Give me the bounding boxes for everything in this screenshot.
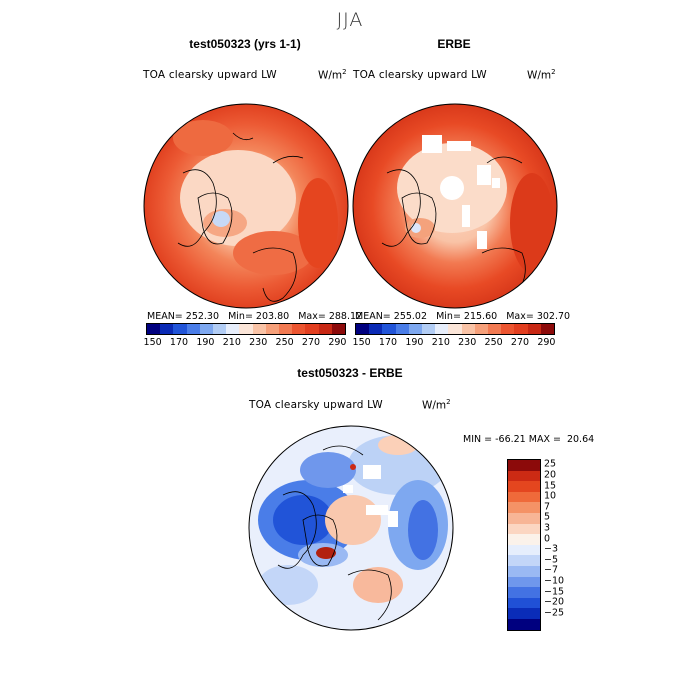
colorbar-swatch	[508, 470, 540, 482]
colorbar-tick-label: 5	[544, 511, 551, 523]
panel-3-colorbar-labels: 25 20 15 10 7 5 3 0 −3 −5 −7 −10 −15 −20 −25	[544, 459, 584, 629]
colorbar-tick-label: 210	[222, 337, 241, 348]
colorbar-tick-label: 3	[544, 522, 551, 534]
colorbar-tick-label: 290	[537, 337, 556, 348]
colorbar-swatch	[279, 324, 293, 334]
colorbar-tick-label: −15	[544, 586, 565, 597]
colorbar-tick-label: 270	[510, 337, 530, 348]
panel-1-variable: TOA clearsky upward LW	[143, 69, 277, 81]
panel-3-title: test050323 - ERBE	[297, 366, 403, 380]
colorbar-tick-label: 170	[378, 337, 398, 348]
colorbar-swatch	[331, 324, 346, 334]
colorbar-swatch	[508, 460, 540, 471]
panel-1-stats: MEAN= 252.30 Min= 203.80 Max= 288.12	[147, 311, 363, 322]
colorbar-swatch	[508, 618, 540, 630]
panel-2-units: W/m2	[527, 68, 556, 82]
panel-3-colorbar	[507, 459, 541, 631]
panel-3-variable: TOA clearsky upward LW	[249, 399, 383, 411]
colorbar-swatch	[160, 324, 174, 334]
colorbar-tick-label: 210	[431, 337, 450, 348]
panel-2-variable: TOA clearsky upward LW	[353, 69, 487, 81]
colorbar-swatch	[508, 502, 540, 513]
colorbar-tick-label: 0	[544, 533, 551, 544]
colorbar-swatch	[186, 324, 200, 334]
colorbar-tick-label: 150	[143, 337, 162, 348]
colorbar-swatch	[147, 324, 161, 334]
panel-2-stats: MEAN= 255.02 Min= 215.60 Max= 302.70	[355, 311, 571, 322]
colorbar-swatch	[474, 324, 489, 334]
colorbar-swatch	[422, 324, 436, 334]
panel-1-polar-map	[143, 103, 349, 309]
colorbar-swatch	[435, 324, 449, 334]
panel-1-units: W/m2	[318, 68, 347, 82]
colorbar-tick-label: 150	[352, 337, 371, 348]
colorbar-swatch	[514, 324, 528, 334]
colorbar-tick-label: −7	[544, 564, 559, 576]
colorbar-swatch	[305, 324, 319, 334]
colorbar-swatch	[173, 324, 187, 334]
colorbar-swatch	[213, 324, 227, 334]
colorbar-swatch	[369, 324, 383, 334]
colorbar-swatch	[382, 324, 396, 334]
colorbar-swatch	[540, 324, 555, 334]
colorbar-tick-label: 190	[196, 337, 215, 348]
colorbar-tick-label: 270	[301, 337, 321, 348]
colorbar-swatch	[265, 324, 280, 334]
colorbar-tick-label: 230	[458, 337, 477, 348]
colorbar-swatch	[508, 512, 540, 524]
colorbar-swatch	[508, 481, 540, 492]
panel-1-title: test050323 (yrs 1-1)	[189, 37, 301, 51]
panel-2-colorbar-labels: 150 170 190 210 230 250 270 290	[352, 337, 556, 349]
colorbar-swatch	[252, 324, 266, 334]
colorbar-tick-label: 20	[544, 469, 557, 481]
colorbar-swatch	[488, 324, 502, 334]
colorbar-swatch	[448, 324, 462, 334]
colorbar-tick-label: 230	[249, 337, 268, 348]
colorbar-swatch	[292, 324, 306, 334]
colorbar-swatch	[199, 324, 214, 334]
colorbar-swatch	[527, 324, 541, 334]
panel-1-colorbar-labels: 150 170 190 210 230 250 270 290	[143, 337, 347, 349]
colorbar-swatch	[356, 324, 370, 334]
colorbar-tick-label: −10	[544, 575, 565, 587]
panel-3-units: W/m2	[422, 398, 451, 412]
colorbar-tick-label: 250	[275, 337, 294, 348]
colorbar-swatch	[508, 544, 540, 556]
colorbar-tick-label: 170	[169, 337, 189, 348]
colorbar-swatch	[239, 324, 253, 334]
colorbar-swatch	[408, 324, 423, 334]
colorbar-swatch	[508, 587, 540, 598]
panel-3-stats: MIN = -66.21 MAX = 20.64	[463, 434, 595, 445]
colorbar-tick-label: −20	[544, 596, 565, 608]
colorbar-tick-label: 290	[328, 337, 347, 348]
panel-2-colorbar	[355, 323, 555, 335]
page-title: JJA	[336, 9, 364, 31]
colorbar-tick-label: 10	[544, 490, 557, 502]
colorbar-swatch	[508, 534, 540, 545]
colorbar-swatch	[395, 324, 409, 334]
colorbar-tick-label: −5	[544, 554, 559, 566]
colorbar-swatch	[461, 324, 475, 334]
colorbar-tick-label: −3	[544, 543, 559, 555]
colorbar-tick-label: 25	[544, 458, 557, 470]
panel-2-polar-map	[352, 103, 558, 309]
colorbar-swatch	[508, 565, 540, 577]
panel-3-polar-map	[248, 425, 454, 631]
colorbar-swatch	[508, 523, 540, 535]
colorbar-swatch	[226, 324, 240, 334]
colorbar-tick-label: −25	[544, 607, 565, 619]
colorbar-swatch	[508, 597, 540, 609]
colorbar-swatch	[508, 491, 540, 503]
colorbar-tick-label: 15	[544, 480, 557, 491]
colorbar-swatch	[501, 324, 515, 334]
panel-1-colorbar	[146, 323, 346, 335]
colorbar-tick-label: 190	[405, 337, 424, 348]
panel-2-title: ERBE	[437, 37, 471, 51]
colorbar-swatch	[318, 324, 332, 334]
colorbar-swatch	[508, 608, 540, 619]
colorbar-swatch	[508, 576, 540, 588]
colorbar-swatch	[508, 555, 540, 566]
colorbar-tick-label: 250	[484, 337, 503, 348]
colorbar-tick-label: 7	[544, 501, 551, 513]
